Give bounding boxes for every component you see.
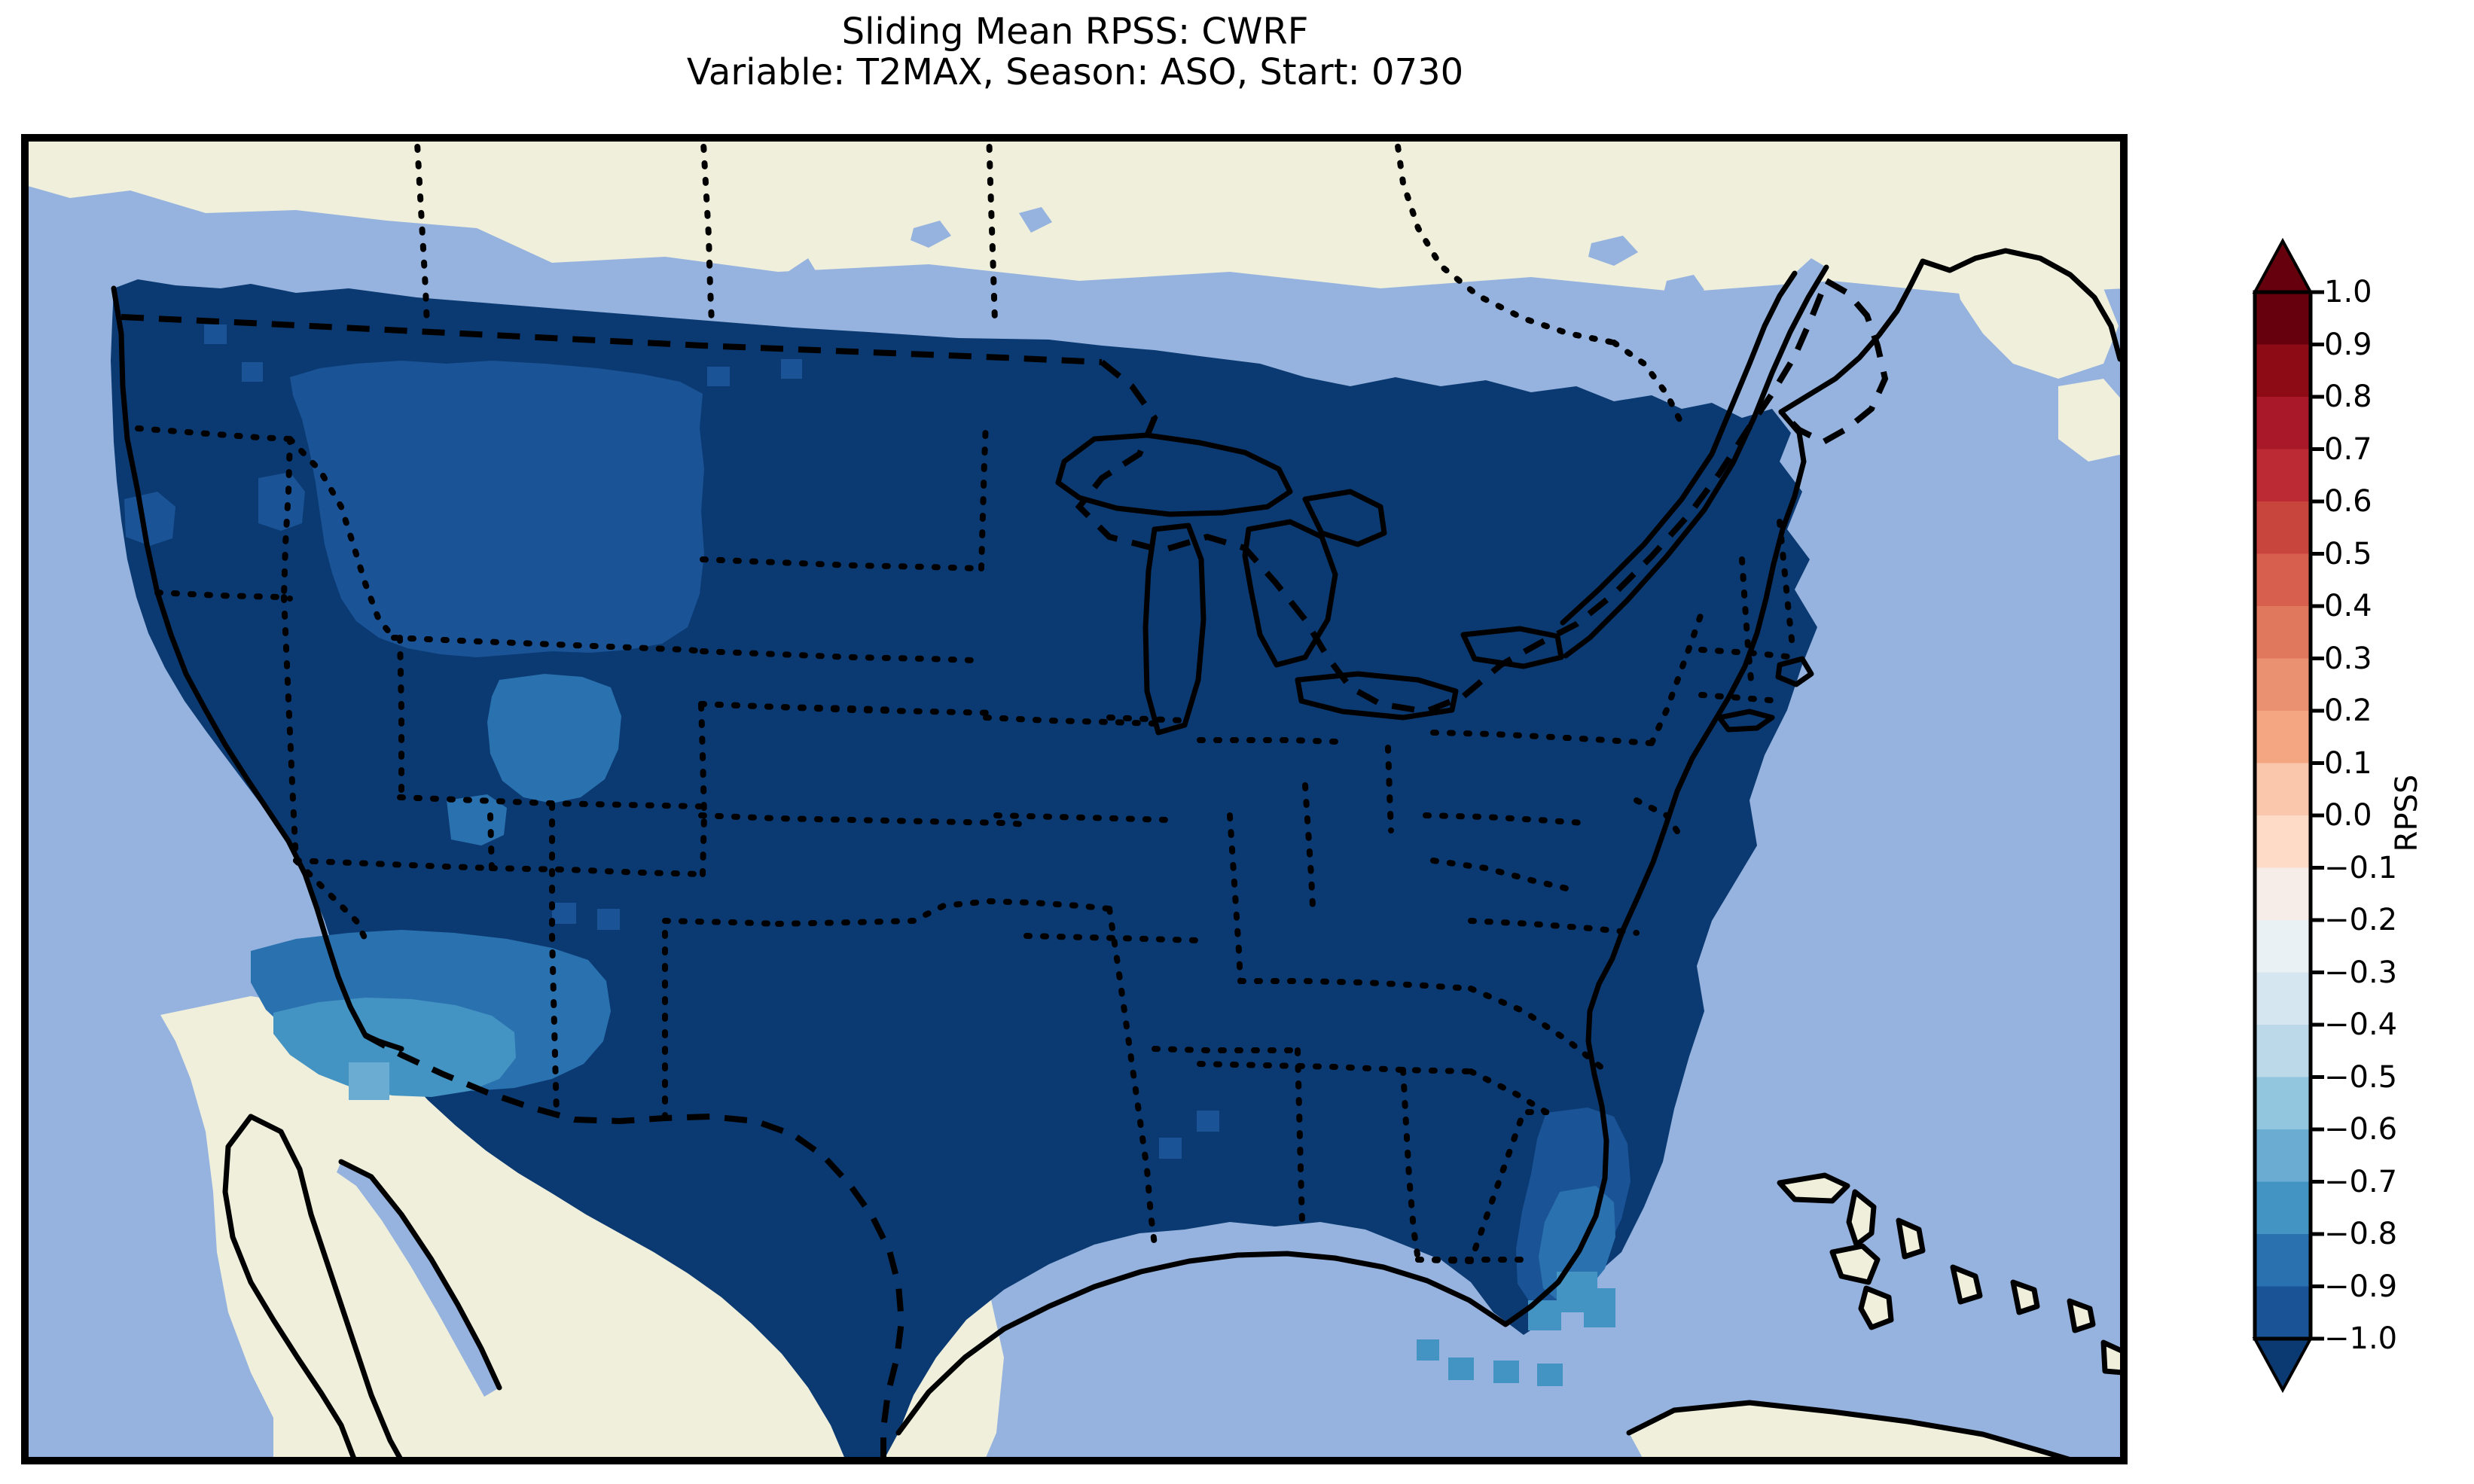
colorbar-tick-label: 0.9 — [2324, 327, 2372, 362]
colorbar: 1.0 0.9 0.8 0.7 0.6 0.5 0.4 0.3 0.2 0.1 0.0 −0.1 −0.… — [2252, 237, 2397, 1394]
colorbar-tick-label: 0.7 — [2324, 431, 2372, 467]
colorbar-tick-labels: 1.0 0.9 0.8 0.7 0.6 0.5 0.4 0.3 0.2 0.1 0.0 −0.1 −0.… — [2324, 239, 2437, 1391]
colorbar-segment — [2255, 397, 2311, 450]
map-axes — [21, 134, 2128, 1464]
colorbar-extend-arrow-top — [2252, 237, 2314, 294]
colorbar-segment — [2255, 449, 2311, 502]
colorbar-segment — [2255, 658, 2311, 712]
chart-title-block: Sliding Mean RPSS: CWRF Variable: T2MAX,… — [0, 0, 2150, 93]
colorbar-segment — [2255, 344, 2311, 398]
colorbar-segment — [2255, 292, 2311, 346]
rpss-data-field — [111, 279, 1817, 1461]
colorbar-tick-label: 0.5 — [2324, 536, 2372, 571]
colorbar-tick-label: −0.1 — [2324, 850, 2398, 885]
colorbar-segment — [2255, 867, 2311, 921]
colorbar-tick-label: −0.5 — [2324, 1059, 2398, 1095]
chart-title-subtitle: Variable: T2MAX, Season: ASO, Start: 073… — [686, 50, 1464, 93]
colorbar-tick-label: −0.2 — [2324, 903, 2398, 937]
coastlines — [111, 248, 2124, 1461]
colorbar-tick-label: 0.8 — [2324, 379, 2372, 414]
colorbar-tick-label: 1.0 — [2324, 275, 2372, 309]
map-heatmap-canvas — [25, 138, 2124, 1461]
colorbar-tick-label: 0.1 — [2324, 745, 2372, 781]
colorbar-segment — [2255, 711, 2311, 764]
colorbar-tick-label: 0.6 — [2324, 484, 2372, 519]
colorbar-segment — [2255, 1181, 2311, 1235]
colorbar-segment — [2255, 606, 2311, 660]
rpss-level--0-6 — [349, 1062, 389, 1100]
colorbar-segment — [2255, 972, 2311, 1025]
colorbar-segment — [2255, 501, 2311, 555]
colorbar-tick-label: −0.3 — [2324, 955, 2398, 990]
colorbar-segment — [2255, 1129, 2311, 1183]
colorbar-gradient — [2252, 237, 2324, 1394]
colorbar-tick-label: −0.8 — [2324, 1217, 2398, 1251]
state-boundaries — [135, 138, 1798, 1265]
colorbar-tick-label: −0.4 — [2324, 1007, 2398, 1042]
colorbar-segment — [2255, 553, 2311, 607]
colorbar-segment — [2255, 763, 2311, 816]
rpss-level--0-85 — [124, 361, 704, 657]
colorbar-tick-label: 0.3 — [2324, 641, 2372, 676]
colorbar-segment — [2255, 1025, 2311, 1078]
colorbar-segment — [2255, 1077, 2311, 1130]
colorbar-tick-label: 0.4 — [2324, 589, 2372, 623]
colorbar-tick-label: −0.9 — [2324, 1269, 2398, 1304]
colorbar-tick-label: 0.0 — [2324, 798, 2372, 833]
colorbar-tick-label: 0.2 — [2324, 693, 2372, 728]
colorbar-segment — [2255, 1234, 2311, 1287]
colorbar-tick-label: −0.7 — [2324, 1164, 2398, 1199]
chart-title-primary: Sliding Mean RPSS: CWRF — [841, 11, 1309, 53]
colorbar-extend-arrow-bottom — [2252, 1337, 2314, 1394]
colorbar-segment — [2255, 815, 2311, 869]
colorbar-tick-label: −1.0 — [2324, 1321, 2398, 1356]
rpss-florida-keys-cells — [1417, 1339, 1563, 1386]
colorbar-axis-label: RPSS — [2390, 774, 2424, 852]
colorbar-segment — [2255, 1286, 2311, 1339]
international-borders — [120, 278, 1889, 1461]
colorbar-tick-label: −0.6 — [2324, 1112, 2398, 1147]
rpss-speckle-cells — [204, 325, 1219, 1159]
colorbar-segment — [2255, 920, 2311, 974]
